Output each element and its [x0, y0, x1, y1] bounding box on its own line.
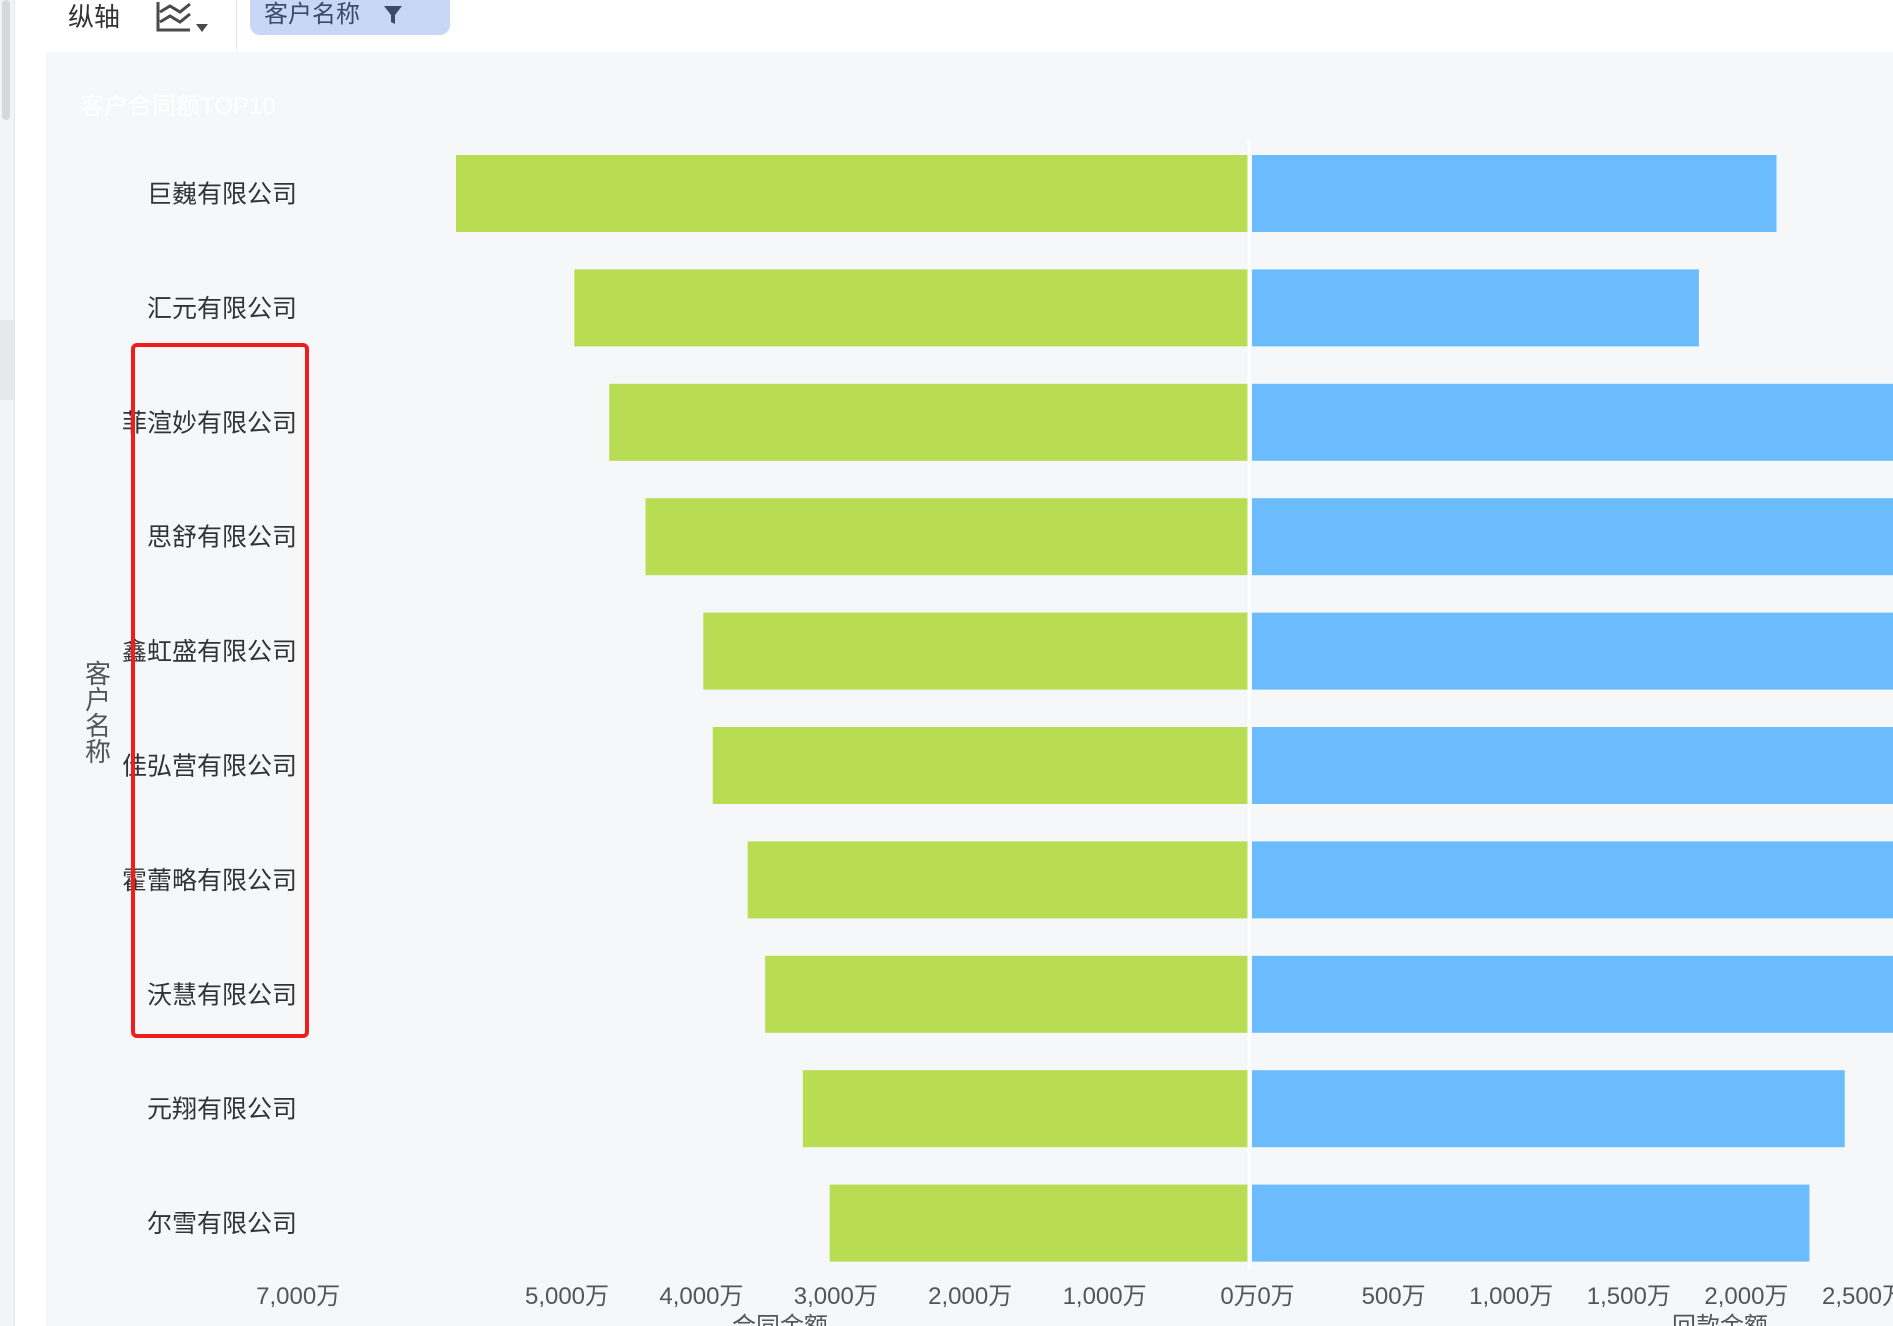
right-tick-label: 500万: [1362, 1283, 1426, 1310]
category-label: 鑫虹盛有限公司: [122, 638, 297, 666]
left-bar: [712, 727, 1249, 804]
right-tick-label: 1,500万: [1587, 1283, 1671, 1310]
right-tick-label: 2,000万: [1704, 1283, 1788, 1310]
right-series-bars: [1252, 155, 1893, 1262]
category-label: 沃慧有限公司: [147, 981, 297, 1009]
right-axis-title: 回款金额: [1672, 1313, 1768, 1326]
y-axis-title-char: 户: [85, 685, 111, 715]
right-bar: [1252, 155, 1777, 232]
left-tick-label: 5,000万: [525, 1283, 609, 1310]
right-bar: [1252, 841, 1893, 919]
field-chip-customer-name[interactable]: 客户名称: [250, 0, 450, 35]
axis-toolbar: 纵轴 客户名称: [46, 0, 1893, 52]
left-tick-label: 4,000万: [659, 1283, 743, 1310]
bar-chart-type-icon[interactable]: [152, 0, 216, 40]
category-label: 尔雪有限公司: [147, 1210, 297, 1238]
left-bar: [645, 498, 1249, 576]
category-label: 佳弘营有限公司: [122, 753, 297, 781]
left-tick-label: 1,000万: [1063, 1283, 1147, 1310]
y-axis-title-char: 客: [85, 659, 111, 689]
toolbar-divider: [236, 0, 237, 50]
left-bar: [456, 155, 1249, 232]
right-bar: [1252, 1070, 1845, 1148]
right-tick-label: 2,500万: [1822, 1283, 1893, 1310]
left-bar: [609, 383, 1249, 461]
category-label: 巨巍有限公司: [147, 181, 297, 209]
filter-icon[interactable]: [382, 4, 404, 26]
left-bar: [802, 1070, 1249, 1148]
left-tick-label: 0万: [1220, 1283, 1257, 1310]
scrollbar-thumb[interactable]: [2, 0, 10, 120]
left-bar: [574, 269, 1249, 347]
chart-title: 客户合同额TOP10: [80, 93, 276, 120]
category-label: 霍蕾略有限公司: [122, 867, 297, 895]
right-tick-label: 1,000万: [1469, 1283, 1553, 1310]
panel-collapse-handle[interactable]: [0, 320, 14, 400]
category-label: 菲渲妙有限公司: [122, 409, 297, 437]
left-bar: [747, 841, 1249, 919]
left-tick-label: 7,000万: [256, 1283, 340, 1310]
highlight-box: [131, 343, 309, 1038]
right-bar: [1252, 1184, 1810, 1262]
left-bar: [703, 612, 1249, 690]
left-bar: [829, 1184, 1249, 1262]
category-label: 汇元有限公司: [147, 295, 297, 323]
right-bar: [1252, 612, 1893, 690]
right-bar: [1252, 269, 1699, 347]
left-bar: [765, 955, 1249, 1033]
left-panel-strip: [0, 0, 15, 1326]
y-axis-title-char: 称: [85, 737, 111, 767]
right-tick-label: 0万: [1257, 1283, 1294, 1310]
y-axis-title: 客户名称: [85, 659, 111, 767]
right-bar: [1252, 955, 1893, 1033]
category-labels: 巨巍有限公司汇元有限公司菲渲妙有限公司思舒有限公司鑫虹盛有限公司佳弘营有限公司霍…: [122, 181, 297, 1239]
left-axis-ticks: 7,000万 5,000万 4,000万 3,000万 2,000万 1,000万 0万: [256, 1283, 1258, 1310]
left-series-bars: [456, 155, 1249, 1262]
right-axis-ticks: 0万 500万 1,000万 1,500万 2,000万 2,500万: [1257, 1283, 1893, 1310]
category-label: 元翔有限公司: [147, 1096, 297, 1124]
left-axis-title: 合同金额: [732, 1313, 828, 1326]
y-axis-title-char: 名: [85, 711, 111, 741]
right-bar: [1252, 498, 1893, 576]
left-tick-label: 3,000万: [794, 1283, 878, 1310]
field-chip-label: 客户名称: [264, 1, 360, 28]
category-label: 思舒有限公司: [147, 524, 297, 552]
right-bar: [1252, 383, 1893, 461]
vertical-axis-label: 纵轴: [68, 2, 121, 32]
right-bar: [1252, 727, 1893, 804]
left-tick-label: 2,000万: [928, 1283, 1012, 1310]
